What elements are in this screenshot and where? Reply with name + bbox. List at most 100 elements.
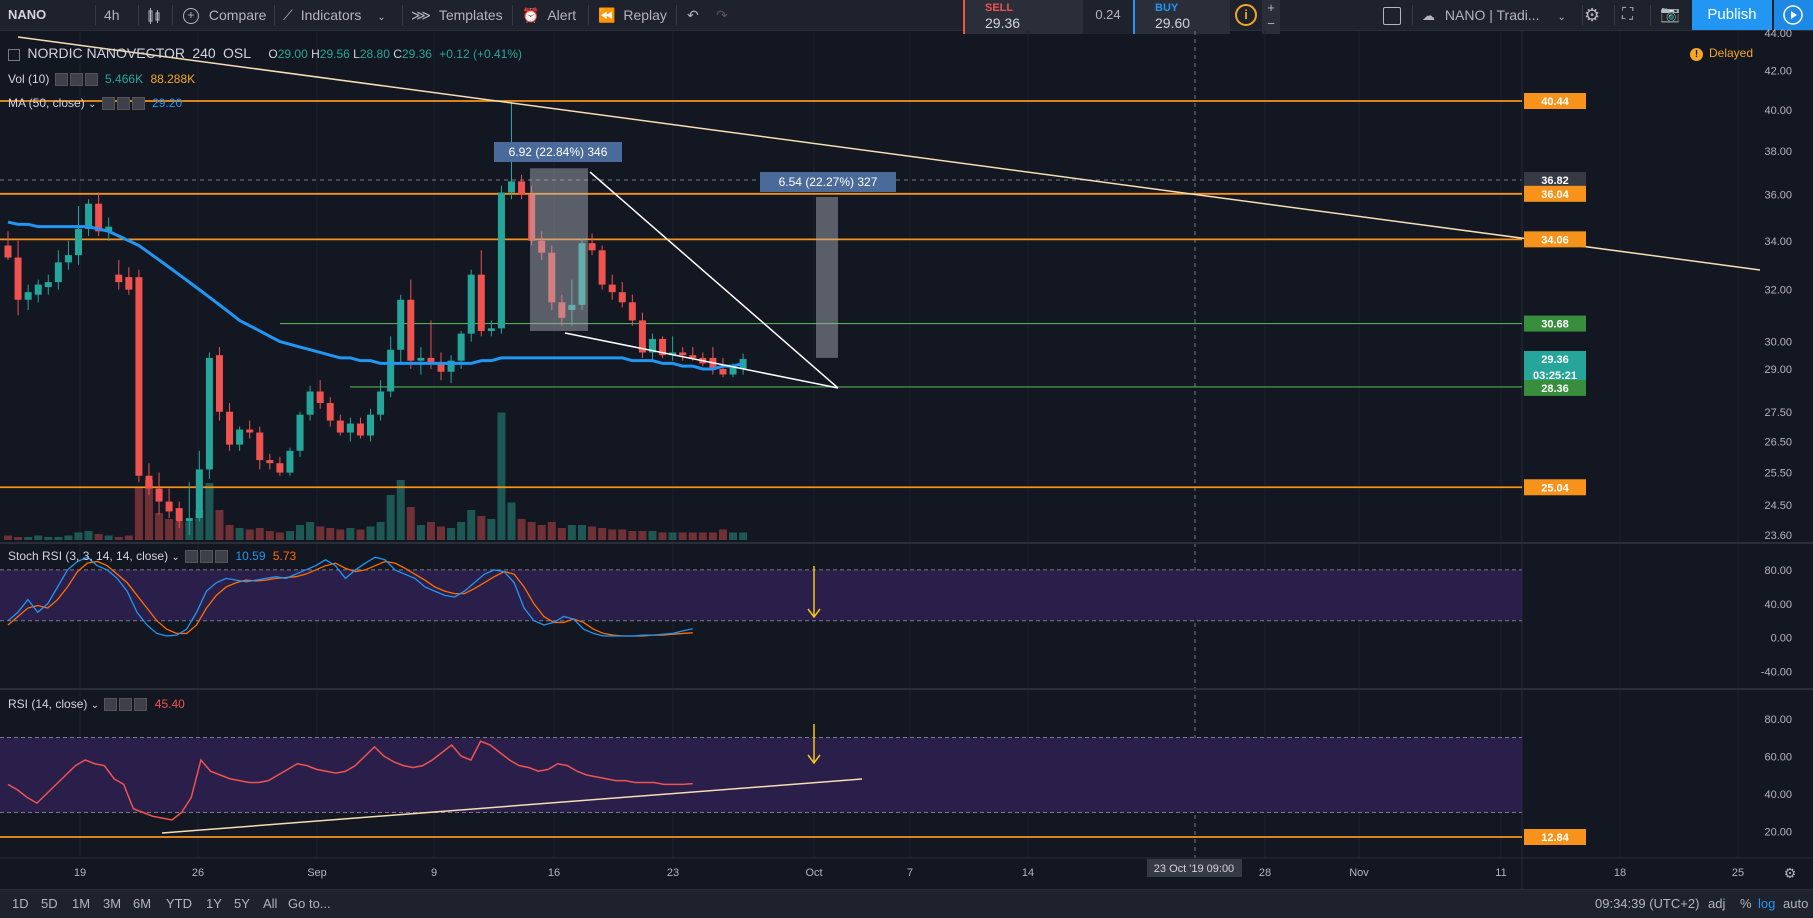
volume-bar xyxy=(74,532,83,540)
candle-body xyxy=(246,429,254,433)
range-button-5d[interactable]: 5D xyxy=(41,896,58,911)
range-button-1y[interactable]: 1Y xyxy=(206,896,222,911)
volume-label[interactable]: Vol (10) xyxy=(8,72,50,86)
ma-label[interactable]: MA (50, close) xyxy=(8,96,85,110)
visibility-icon[interactable] xyxy=(54,73,68,87)
volume-bar xyxy=(94,534,103,540)
price-tick-label: 29.00 xyxy=(1764,364,1792,376)
volume-bar xyxy=(376,522,385,540)
legend-exchange: OSL xyxy=(223,45,252,61)
open-value: 29.00 xyxy=(277,47,308,61)
candle-body xyxy=(346,423,354,433)
close-icon[interactable] xyxy=(134,698,148,712)
close-icon[interactable] xyxy=(84,73,98,87)
stoch-tick-label: -40.00 xyxy=(1761,667,1792,679)
info-icon[interactable]: i xyxy=(1235,4,1257,26)
settings-icon[interactable] xyxy=(200,550,214,564)
range-button-6m[interactable]: 6M xyxy=(133,896,152,911)
visibility-icon[interactable] xyxy=(185,550,199,564)
stoch-label[interactable]: Stoch RSI (3, 3, 14, 14, close) xyxy=(8,549,169,563)
range-button-1m[interactable]: 1M xyxy=(72,896,91,911)
fullscreen-icon[interactable]: ⛶ xyxy=(1622,6,1634,23)
adj-toggle[interactable]: adj xyxy=(1708,896,1726,911)
candle-body xyxy=(669,352,677,356)
interval-button[interactable]: 4h xyxy=(104,7,120,23)
redo-icon[interactable]: ↷ xyxy=(716,7,728,23)
measure-label-bg xyxy=(494,142,622,162)
chevron-down-icon[interactable]: ⌄ xyxy=(88,99,97,110)
symbol-search[interactable]: NANO xyxy=(8,7,47,22)
publish-button[interactable]: Publish xyxy=(1692,0,1772,30)
low-value: 28.80 xyxy=(359,47,390,61)
range-button-ytd[interactable]: YTD xyxy=(166,896,192,911)
settings-icon[interactable] xyxy=(119,698,133,712)
candle-body xyxy=(115,274,123,283)
stoch-legend: Stoch RSI (3, 3, 14, 14, close) ⌄ 10.59 … xyxy=(8,549,296,564)
candle-body xyxy=(44,282,52,288)
volume-bar xyxy=(336,529,345,540)
settings-icon[interactable] xyxy=(116,97,130,111)
price-tick-label: 38.00 xyxy=(1764,146,1792,158)
ma-value: 29.20 xyxy=(152,96,183,110)
undo-icon[interactable]: ↶ xyxy=(687,7,699,23)
rsi-tick-label: 60.00 xyxy=(1764,751,1792,763)
replay-label: Replay xyxy=(623,7,667,23)
candle-body xyxy=(256,432,264,461)
alert-button[interactable]: ⏰ Alert xyxy=(522,0,576,30)
close-icon[interactable] xyxy=(215,550,229,564)
candle-body xyxy=(417,357,425,361)
volume-bar xyxy=(577,525,586,540)
replay-button[interactable]: ⏪ Replay xyxy=(598,0,667,30)
visibility-icon[interactable] xyxy=(101,97,115,111)
auto-toggle[interactable]: auto xyxy=(1783,896,1809,911)
clock[interactable]: 09:34:39 (UTC+2) xyxy=(1595,896,1700,911)
buy-button[interactable]: BUY 29.60 xyxy=(1133,0,1230,34)
gear-icon[interactable]: ⚙ xyxy=(1584,5,1601,25)
visibility-icon[interactable] xyxy=(104,698,118,712)
close-icon[interactable] xyxy=(131,97,145,111)
sell-button[interactable]: SELL 29.36 xyxy=(963,0,1085,34)
candle-body xyxy=(367,414,375,436)
volume-bar xyxy=(467,510,476,540)
play-button[interactable] xyxy=(1774,0,1813,30)
candle-body xyxy=(487,328,495,331)
chart-type-icon[interactable] xyxy=(146,0,162,30)
indicators-button[interactable]: ⟋ Indicators ⌄ xyxy=(283,0,386,30)
range-button-5y[interactable]: 5Y xyxy=(234,896,250,911)
price-tick-label: 42.00 xyxy=(1764,65,1792,77)
symbol-title[interactable]: NORDIC NANOVECTOR xyxy=(27,45,185,61)
settings-icon[interactable] xyxy=(69,73,83,87)
time-tick-label: 19 xyxy=(74,867,86,879)
compare-button[interactable]: + Compare xyxy=(183,0,266,30)
templates-button[interactable]: ⋙ Templates xyxy=(411,0,503,30)
quantity-stepper[interactable]: + − xyxy=(1262,0,1280,34)
chevron-down-icon[interactable]: ⌄ xyxy=(90,700,100,711)
volume-ma-value: 88.288K xyxy=(150,72,196,86)
volume-bar xyxy=(14,537,23,540)
candle-body xyxy=(105,226,113,232)
chevron-down-icon[interactable]: ⌄ xyxy=(171,552,180,563)
volume-bar xyxy=(366,526,375,540)
price-tag-label: 40.44 xyxy=(1541,96,1569,108)
candle-body xyxy=(648,338,656,353)
delayed-badge[interactable]: ! Delayed xyxy=(1690,46,1753,61)
rsi-label[interactable]: RSI (14, close) xyxy=(8,697,88,711)
price-tick-label: 27.50 xyxy=(1764,407,1792,419)
candle-body xyxy=(447,360,455,372)
range-button-3m[interactable]: 3M xyxy=(103,896,122,911)
candle-body xyxy=(316,391,324,404)
range-button-1d[interactable]: 1D xyxy=(12,896,29,911)
camera-icon[interactable]: 📷 xyxy=(1660,6,1680,23)
candle-body xyxy=(306,391,314,415)
square-icon[interactable] xyxy=(1383,0,1401,30)
percent-toggle[interactable]: % xyxy=(1740,896,1752,911)
rsi-band xyxy=(0,737,1522,813)
range-button-all[interactable]: All xyxy=(263,896,278,911)
volume-bar xyxy=(316,526,325,540)
layout-selector[interactable]: ☁ NANO | Tradi... ⌄ xyxy=(1422,0,1566,30)
goto-button[interactable]: Go to... xyxy=(288,896,331,911)
log-toggle[interactable]: log xyxy=(1758,896,1776,911)
measure-box xyxy=(530,168,588,331)
expand-icon[interactable] xyxy=(8,48,20,61)
